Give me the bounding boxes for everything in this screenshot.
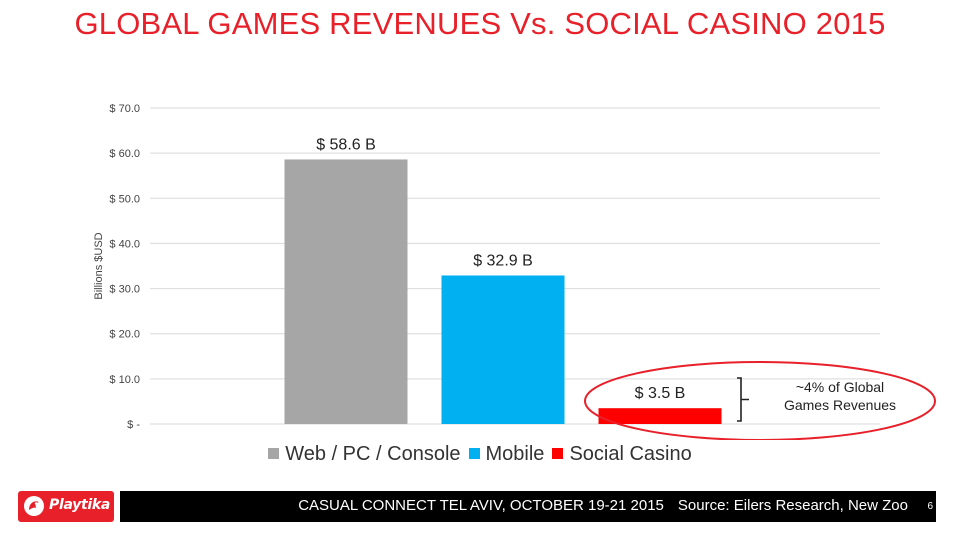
footer-bar: CASUAL CONNECT TEL AVIV, OCTOBER 19-21 2…	[120, 491, 936, 522]
legend-item: Web / PC / Console	[268, 443, 461, 466]
source-text: Source: Eilers Research, New Zoo	[677, 497, 908, 514]
bar-data-label: $ 32.9 B	[473, 252, 533, 269]
logo-text: Playtika	[49, 497, 111, 513]
bar-data-label: $ 58.6 B	[316, 136, 376, 153]
annotation-line-2: Games Revenues	[783, 397, 897, 413]
parrot-logo-icon	[24, 496, 44, 516]
revenue-bar-chart: $ - $ 10.0 $ 20.0 $ 30.0 $ 40.0 $ 50.0 $ 60.0 $…	[93, 103, 936, 440]
bar-social-casino	[598, 408, 722, 424]
y-tick-label: $ 70.0	[109, 103, 140, 115]
legend-swatch	[268, 448, 280, 459]
bar-data-label: $ 3.5 B	[635, 385, 686, 402]
legend-label: Mobile	[485, 443, 545, 465]
share-annotation: ~4% of Global Games Revenues	[770, 378, 910, 414]
bar-web-pc-console	[284, 159, 408, 424]
chart-legend: Web / PC / Console Mobile Social Casino	[0, 443, 960, 466]
y-tick-label: $ 20.0	[109, 329, 140, 341]
annotation-line-1: ~4% of Global	[795, 379, 885, 395]
y-tick-label: $ 50.0	[109, 193, 140, 205]
playtika-logo: Playtika	[18, 491, 114, 522]
legend-swatch	[468, 448, 480, 459]
y-tick-label: $ -	[127, 419, 140, 431]
y-tick-label: $ 40.0	[109, 238, 140, 250]
slide-title: GLOBAL GAMES REVENUES Vs. SOCIAL CASINO …	[74, 6, 886, 41]
legend-label: Social Casino	[569, 443, 692, 465]
highlight-ellipse	[584, 361, 936, 440]
event-text: CASUAL CONNECT TEL AVIV, OCTOBER 19-21 2…	[298, 497, 664, 514]
y-tick-label: $ 10.0	[109, 374, 140, 386]
legend-label: Web / PC / Console	[285, 443, 461, 465]
legend-item: Social Casino	[552, 443, 692, 466]
annotation-bracket	[737, 377, 749, 422]
y-tick-label: $ 60.0	[109, 148, 140, 160]
footer-text: CASUAL CONNECT TEL AVIV, OCTOBER 19-21 2…	[298, 497, 908, 514]
legend-swatch	[552, 448, 564, 459]
y-tick-label: $ 30.0	[109, 284, 140, 296]
legend-item: Mobile	[468, 443, 545, 466]
y-axis-label: Billions $USD	[93, 232, 105, 299]
bar-mobile	[441, 275, 565, 424]
page-number: 6	[927, 501, 933, 512]
